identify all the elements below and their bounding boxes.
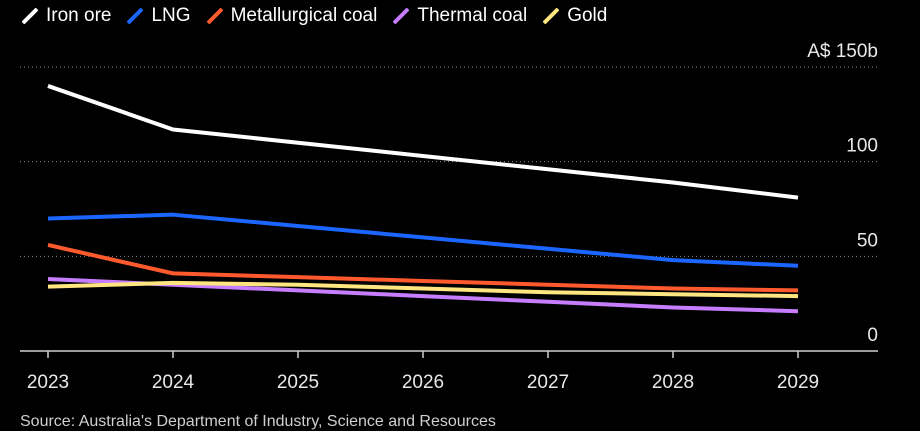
x-tick-label-2028: 2028 (652, 372, 694, 393)
x-tick-label-2024: 2024 (152, 372, 195, 393)
source-note: Source: Australia's Department of Indust… (20, 413, 496, 430)
x-tick-label-2026: 2026 (402, 372, 444, 393)
y-tick-label-150: A$ 150b (807, 41, 878, 62)
x-tick-label-2029: 2029 (777, 372, 819, 393)
legend-label-iron-ore: Iron ore (46, 5, 112, 26)
legend-item-gold: Gold (541, 5, 607, 27)
legend-label-metallurgical-coal: Metallurgical coal (230, 5, 378, 26)
x-axis: 2023 2024 2025 2026 2027 2028 2029 (20, 350, 878, 393)
series-line-metallurgical-coal (47, 243, 799, 293)
x-tick-label-2025: 2025 (277, 372, 319, 393)
legend-item-metallurgical-coal: Metallurgical coal (205, 5, 378, 27)
legend: Iron ore LNG Metallurgical coal Thermal … (20, 5, 621, 27)
series-line-gold (47, 280, 799, 299)
legend-label-thermal-coal: Thermal coal (417, 5, 528, 26)
gridlines (20, 66, 878, 257)
x-tick-label-2023: 2023 (27, 372, 69, 393)
legend-item-iron-ore: Iron ore (20, 5, 111, 27)
x-tick-label-2027: 2027 (527, 372, 569, 393)
legend-label-gold: Gold (567, 5, 608, 26)
legend-label-lng: LNG (151, 5, 191, 26)
legend-item-lng: LNG (125, 5, 191, 27)
series-lines (47, 84, 799, 314)
y-tick-label-50: 50 (857, 230, 878, 251)
series-line-iron-ore (47, 84, 799, 200)
series-line-lng (47, 212, 799, 268)
y-tick-label-0: 0 (867, 325, 878, 346)
y-tick-label-100: 100 (846, 136, 878, 157)
legend-item-thermal-coal: Thermal coal (391, 5, 527, 27)
y-axis-labels: 0 50 100 A$ 150b (807, 41, 878, 346)
